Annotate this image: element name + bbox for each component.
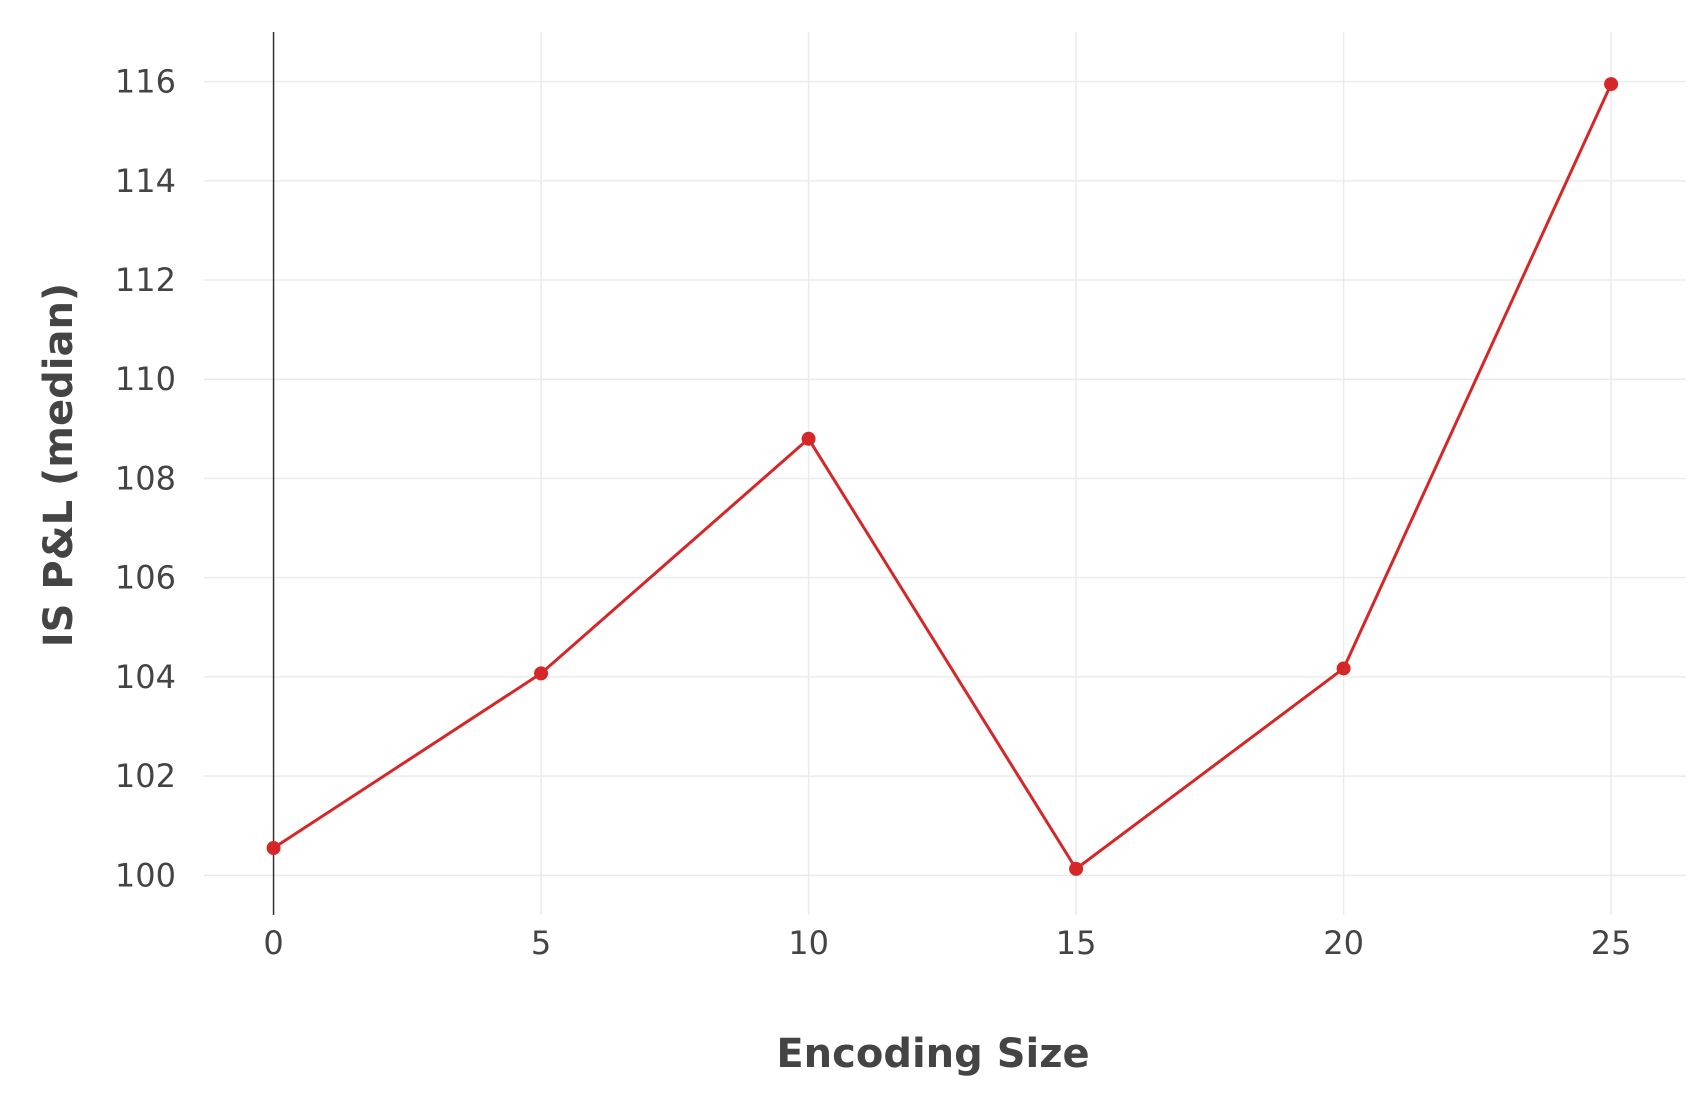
y-tick-label: 104 bbox=[115, 658, 176, 696]
series-group bbox=[266, 77, 1619, 876]
x-axis-title: Encoding Size bbox=[776, 1031, 1089, 1077]
y-tick-label: 110 bbox=[115, 360, 176, 398]
x-tick-label: 5 bbox=[531, 924, 551, 962]
y-tick-label: 108 bbox=[115, 459, 176, 497]
y-tick-label: 100 bbox=[115, 856, 176, 894]
x-tick-label: 10 bbox=[788, 924, 829, 962]
data-point[interactable] bbox=[1069, 861, 1084, 876]
x-tick-label: 20 bbox=[1323, 924, 1364, 962]
x-gridlines bbox=[540, 32, 1612, 915]
y-tick-label: 102 bbox=[115, 757, 176, 795]
data-point[interactable] bbox=[801, 431, 816, 446]
data-point[interactable] bbox=[1336, 661, 1351, 676]
x-tick-label: 15 bbox=[1056, 924, 1097, 962]
data-point[interactable] bbox=[534, 666, 549, 681]
data-point[interactable] bbox=[266, 841, 281, 856]
x-tick-label: 25 bbox=[1591, 924, 1632, 962]
y-tick-label: 116 bbox=[115, 63, 176, 101]
y-gridlines bbox=[204, 80, 1686, 877]
y-tick-labels: 100 102 104 106 108 110 112 114 116 bbox=[115, 63, 176, 895]
y-axis-title: IS P&L (median) bbox=[36, 283, 82, 647]
x-tick-labels: 0 5 10 15 20 25 bbox=[263, 924, 1631, 962]
series-line bbox=[272, 83, 1613, 871]
x-tick-label: 0 bbox=[263, 924, 283, 962]
y-tick-label: 106 bbox=[115, 559, 176, 597]
y-tick-label: 114 bbox=[115, 162, 176, 200]
data-point[interactable] bbox=[1604, 77, 1619, 92]
y-tick-label: 112 bbox=[115, 261, 176, 299]
